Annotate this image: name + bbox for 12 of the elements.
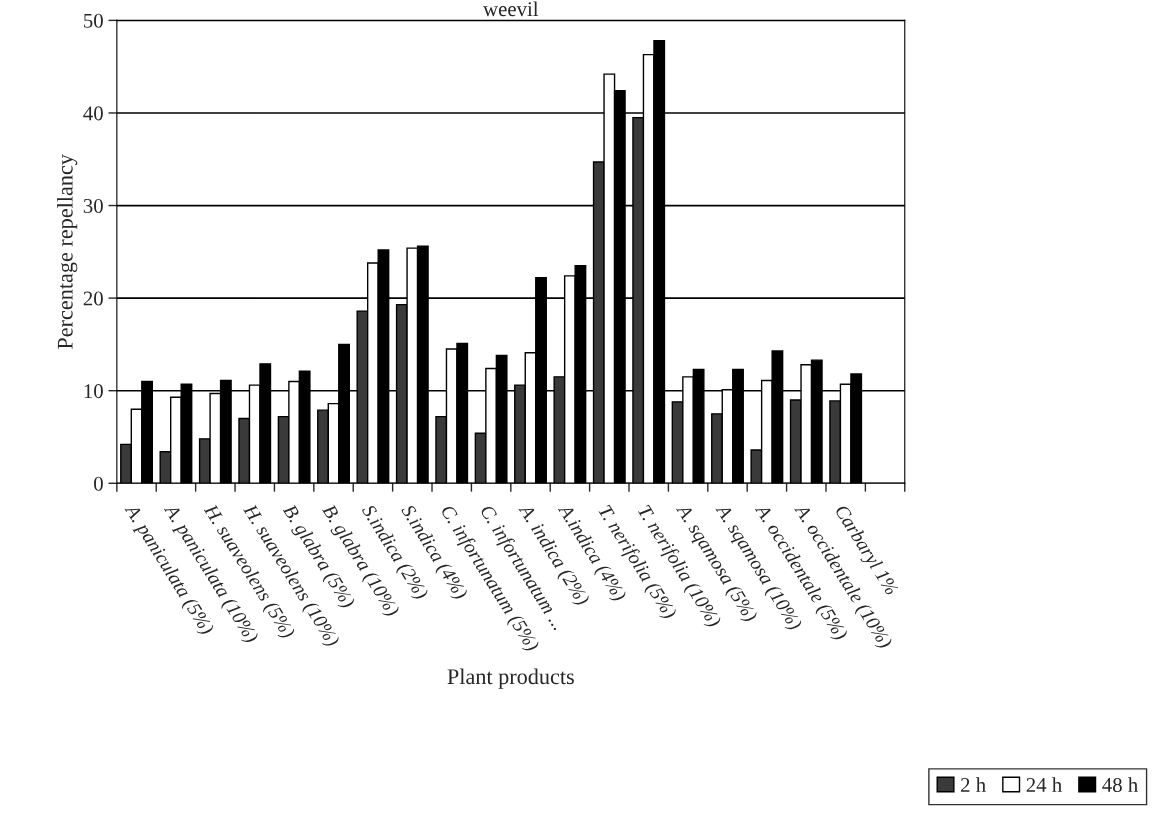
y-tick-label: 40	[83, 106, 103, 121]
y-tick-label: 20	[83, 291, 103, 306]
legend-label: 2 h	[961, 777, 986, 792]
x-axis-title: Plant products	[447, 668, 574, 689]
chart-title: weevil	[483, 1, 539, 17]
legend-label: 24 h	[1026, 777, 1062, 792]
y-tick-label: 50	[84, 13, 103, 28]
y-tick-label: 0	[94, 476, 103, 491]
y-tick-label: 30	[83, 198, 103, 213]
y-axis-title: Percentage repellancy	[57, 154, 78, 349]
y-tick-label: 10	[84, 384, 103, 399]
legend-label: 48 h	[1102, 777, 1138, 793]
